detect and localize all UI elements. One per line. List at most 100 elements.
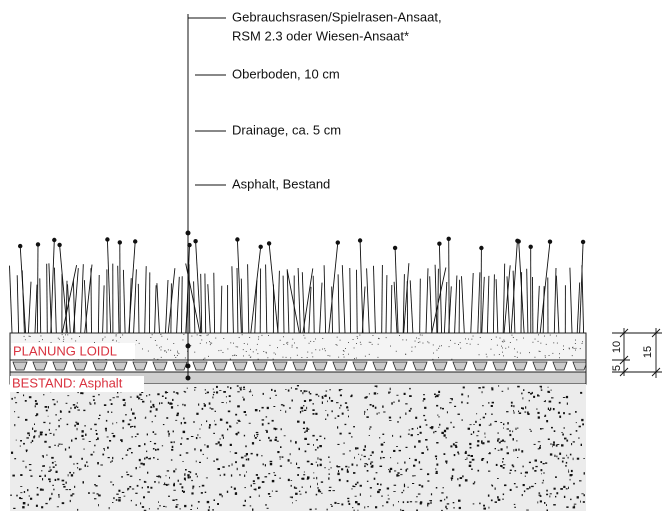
speck xyxy=(255,474,258,476)
speck xyxy=(248,391,252,393)
speck xyxy=(56,506,59,508)
speck xyxy=(430,493,433,496)
speck xyxy=(503,427,504,429)
grass-blade xyxy=(526,268,529,334)
speck xyxy=(559,357,560,359)
speck xyxy=(199,428,201,430)
seed-head xyxy=(235,237,240,242)
dimension-tick xyxy=(619,355,629,365)
speck xyxy=(583,494,585,497)
speck xyxy=(200,449,202,452)
speck xyxy=(210,342,212,344)
speck xyxy=(378,338,380,340)
speck xyxy=(507,387,509,390)
speck xyxy=(330,504,332,505)
speck xyxy=(555,444,558,447)
speck xyxy=(494,501,497,503)
speck xyxy=(386,487,390,490)
speck xyxy=(469,442,472,446)
speck xyxy=(359,484,362,487)
speck xyxy=(530,430,532,432)
speck xyxy=(471,338,473,340)
speck xyxy=(458,344,459,345)
drainage-layer xyxy=(9,359,587,373)
speck xyxy=(321,397,324,399)
speck xyxy=(515,448,517,452)
speck xyxy=(296,354,298,356)
speck xyxy=(122,426,124,430)
speck xyxy=(458,499,461,502)
speck xyxy=(204,444,206,446)
speck xyxy=(575,347,577,349)
speck xyxy=(247,458,250,461)
speck xyxy=(167,349,169,351)
speck xyxy=(269,344,271,346)
speck xyxy=(338,466,341,468)
speck xyxy=(67,474,69,477)
speck xyxy=(65,481,67,484)
speckle xyxy=(10,334,585,511)
speck xyxy=(502,498,504,500)
grass-blade xyxy=(341,265,346,334)
speck xyxy=(417,342,419,343)
speck xyxy=(205,392,207,394)
speck xyxy=(254,437,257,439)
speck xyxy=(121,476,123,478)
speck xyxy=(502,458,504,460)
grass-blade xyxy=(492,274,495,334)
speck xyxy=(464,451,467,454)
speck xyxy=(441,492,444,494)
leader-dot xyxy=(185,375,191,381)
speck xyxy=(450,477,454,480)
speck xyxy=(135,340,137,341)
speck xyxy=(183,490,185,493)
grass-blade xyxy=(220,285,223,334)
speck xyxy=(183,390,186,392)
speck xyxy=(17,416,20,418)
speck xyxy=(177,352,179,354)
speck xyxy=(49,498,51,501)
seed-head xyxy=(52,237,57,243)
speck xyxy=(209,424,211,427)
speck xyxy=(222,436,224,439)
grass-blade xyxy=(553,267,557,334)
speck xyxy=(82,481,84,484)
grass-blade xyxy=(34,284,38,334)
speck xyxy=(303,421,305,424)
speck xyxy=(389,387,391,391)
speck xyxy=(458,484,461,487)
speck xyxy=(299,493,302,495)
speck xyxy=(102,338,104,340)
speck xyxy=(168,495,170,497)
speck xyxy=(346,470,349,473)
dimension-tick xyxy=(619,328,629,338)
speck xyxy=(237,391,240,393)
layer-tag: BESTAND: Asphalt xyxy=(12,375,123,390)
speck xyxy=(353,509,355,511)
speck xyxy=(201,407,204,410)
speck xyxy=(14,396,16,399)
speck xyxy=(502,461,504,463)
speck xyxy=(95,429,97,432)
speck xyxy=(534,459,537,462)
speck xyxy=(523,490,526,493)
speck xyxy=(435,487,438,489)
speck xyxy=(478,387,481,389)
speck xyxy=(518,448,520,451)
speck xyxy=(467,454,470,457)
grass-blade xyxy=(236,239,242,334)
speck xyxy=(500,422,503,423)
speck xyxy=(524,475,526,477)
speck xyxy=(472,503,475,505)
speck xyxy=(200,492,203,494)
speck xyxy=(173,470,176,473)
speck xyxy=(363,455,366,458)
speck xyxy=(504,440,506,443)
speck xyxy=(157,393,160,396)
grass-blade xyxy=(366,268,370,334)
speck xyxy=(327,413,329,417)
speck xyxy=(164,350,166,351)
speck xyxy=(368,435,370,436)
speck xyxy=(328,490,331,492)
speck xyxy=(307,351,309,353)
